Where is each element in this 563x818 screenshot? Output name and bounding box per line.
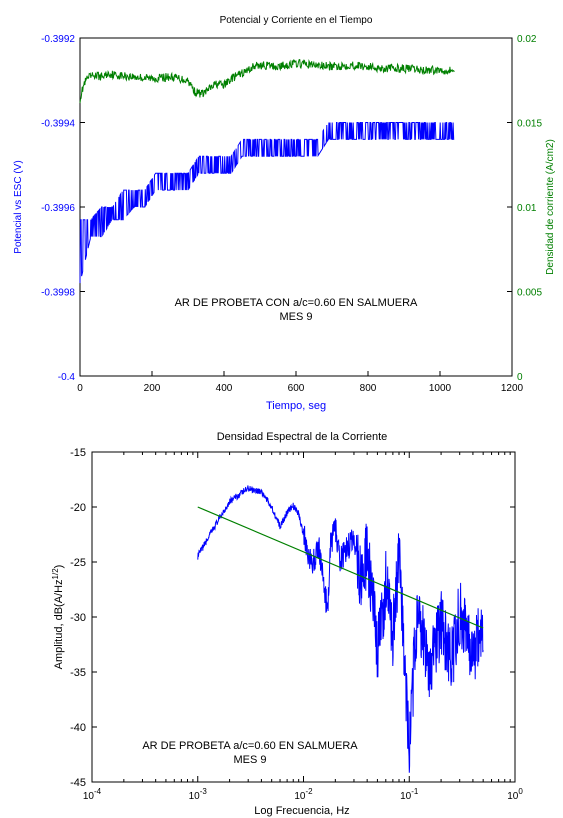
chart-1-title: Potencial y Corriente en el Tiempo (220, 15, 373, 26)
potential-series (79, 122, 455, 284)
chart-1-y-axis-label: Potencial vs ESC (V) (13, 160, 24, 253)
y-tick-label: -45 (70, 777, 86, 789)
left-tick-label: -0.3992 (41, 34, 75, 45)
x-tick-label: 1000 (429, 383, 452, 394)
y-tick-label: -20 (70, 502, 86, 514)
chart-2-y-axis-label: Amplitud, dB(A/Hz1/2) (51, 565, 65, 670)
y-tick-label: -35 (70, 667, 86, 679)
chart-1-x-axis-ticks: 0 200 400 600 800 1000 1200 (77, 371, 524, 394)
chart-2-annotation-line-2: MES 9 (233, 754, 266, 766)
x-tick-label: 10-1 (400, 787, 419, 802)
x-tick-label: 10-3 (189, 787, 208, 802)
x-tick-label: 1200 (501, 383, 524, 394)
chart-2: Densidad Espectral de la Corriente -15 -2… (51, 431, 523, 817)
left-tick-label: -0.3994 (41, 119, 75, 130)
x-tick-label: 10-2 (294, 787, 313, 802)
x-tick-label: 0 (77, 383, 83, 394)
fit-line-series (197, 506, 484, 629)
y-tick-label: -15 (70, 447, 86, 459)
left-tick-label: -0.3998 (41, 288, 75, 299)
chart-1-right-axis-label: Densidad de corriente (A/cm2) (545, 139, 556, 275)
x-tick-label: 800 (360, 383, 377, 394)
chart-2-y-axis-ticks: -15 -20 -25 -30 -35 -40 -45 (70, 447, 515, 789)
chart-2-plot-area (91, 451, 516, 783)
chart-2-x-axis-ticks: 10-4 10-3 10-2 10-1 100 (83, 452, 523, 802)
chart-1-left-axis-ticks: -0.3992 -0.3994 -0.3996 -0.3998 -0.4 (41, 34, 85, 383)
chart-1-annotation-line-1: AR DE PROBETA CON a/c=0.60 EN SALMUERA (175, 297, 418, 309)
x-tick-label: 100 (507, 787, 523, 802)
current-series (79, 58, 455, 104)
fit-line (197, 506, 484, 629)
y-tick-label: -30 (70, 612, 86, 624)
right-tick-label: 0 (517, 372, 523, 383)
left-tick-label: -0.4 (58, 372, 76, 383)
left-tick-label: -0.3996 (41, 203, 75, 214)
right-tick-label: 0.005 (517, 288, 542, 299)
chart-1-plot-area (79, 37, 513, 377)
current-line (79, 58, 455, 104)
x-tick-label: 400 (216, 383, 233, 394)
spectrum-series (197, 485, 484, 773)
y-tick-label: -40 (70, 722, 86, 734)
chart-1-right-axis-ticks: 0 0.005 0.01 0.015 0.02 (507, 34, 542, 383)
chart-1: Potencial y Corriente en el Tiempo -0.39… (13, 15, 556, 412)
right-tick-label: 0.015 (517, 119, 542, 130)
potential-line (79, 122, 455, 284)
right-tick-label: 0.01 (517, 203, 537, 214)
spectrum-line (197, 485, 484, 773)
x-tick-label: 10-4 (83, 787, 102, 802)
x-tick-label: 200 (144, 383, 161, 394)
right-tick-label: 0.02 (517, 34, 537, 45)
chart-1-x-axis-label: Tiempo, seg (266, 400, 326, 412)
y-tick-label: -25 (70, 557, 86, 569)
chart-2-title: Densidad Espectral de la Corriente (217, 431, 388, 443)
chart-2-annotation-line-1: AR DE PROBETA a/c=0.60 EN SALMUERA (142, 740, 358, 752)
x-tick-label: 600 (288, 383, 305, 394)
chart-1-annotation-line-2: MES 9 (279, 311, 312, 323)
chart-2-x-axis-label: Log Frecuencia, Hz (254, 805, 349, 817)
